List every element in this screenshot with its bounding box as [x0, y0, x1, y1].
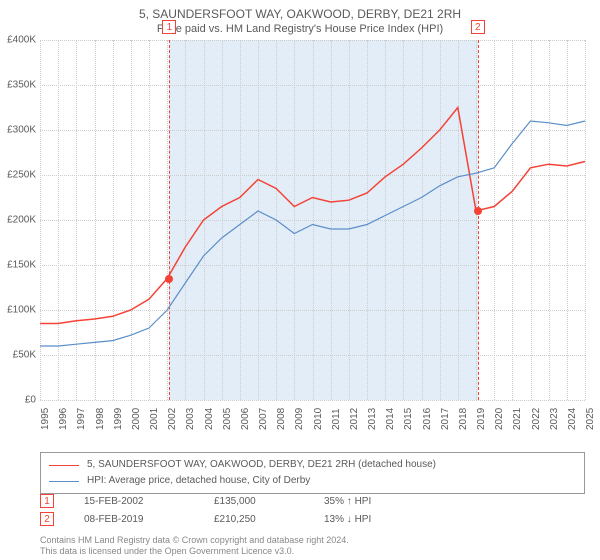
y-tick-label: £0 [0, 395, 36, 406]
event-marker-box: 2 [471, 20, 485, 34]
series-svg [40, 40, 585, 400]
footer-attribution: Contains HM Land Registry data © Crown c… [40, 535, 349, 558]
event-marker-2: 2 [40, 512, 54, 526]
y-tick-label: £100K [0, 305, 36, 316]
y-tick-label: £250K [0, 170, 36, 181]
chart-title: 5, SAUNDERSFOOT WAY, OAKWOOD, DERBY, DE2… [0, 0, 600, 23]
event-row: 2 08-FEB-2019 £210,250 13% ↓ HPI [40, 510, 585, 528]
event-marker-box: 1 [162, 20, 176, 34]
footer-line1: Contains HM Land Registry data © Crown c… [40, 535, 349, 545]
plot-region: £0£50K£100K£150K£200K£250K£300K£350K£400… [40, 40, 585, 400]
y-tick-label: £400K [0, 35, 36, 46]
legend-item-subject: 5, SAUNDERSFOOT WAY, OAKWOOD, DERBY, DE2… [49, 457, 576, 473]
y-tick-label: £350K [0, 80, 36, 91]
event-delta: 35% ↑ HPI [324, 496, 424, 507]
series-line-subject [40, 108, 585, 324]
legend-label-hpi: HPI: Average price, detached house, City… [87, 473, 310, 489]
event-date: 15-FEB-2002 [84, 496, 184, 507]
event-date: 08-FEB-2019 [84, 514, 184, 525]
legend-swatch-subject [49, 465, 79, 466]
y-tick-label: £300K [0, 125, 36, 136]
event-row: 1 15-FEB-2002 £135,000 35% ↑ HPI [40, 492, 585, 510]
chart-subtitle: Price paid vs. HM Land Registry's House … [0, 23, 600, 35]
y-tick-label: £50K [0, 350, 36, 361]
legend: 5, SAUNDERSFOOT WAY, OAKWOOD, DERBY, DE2… [40, 452, 585, 494]
legend-swatch-hpi [49, 481, 79, 482]
legend-label-subject: 5, SAUNDERSFOOT WAY, OAKWOOD, DERBY, DE2… [87, 457, 436, 473]
y-tick-label: £150K [0, 260, 36, 271]
event-price: £210,250 [214, 514, 294, 525]
gridline-v [585, 40, 586, 400]
chart-container: 5, SAUNDERSFOOT WAY, OAKWOOD, DERBY, DE2… [0, 0, 600, 560]
gridline-h [40, 400, 585, 401]
event-marker-1: 1 [40, 494, 54, 508]
chart-area: £0£50K£100K£150K£200K£250K£300K£350K£400… [40, 40, 585, 420]
event-delta: 13% ↓ HPI [324, 514, 424, 525]
series-line-hpi [40, 121, 585, 346]
footer-line2: This data is licensed under the Open Gov… [40, 546, 294, 556]
y-tick-label: £200K [0, 215, 36, 226]
event-price: £135,000 [214, 496, 294, 507]
events-table: 1 15-FEB-2002 £135,000 35% ↑ HPI 2 08-FE… [40, 492, 585, 528]
legend-item-hpi: HPI: Average price, detached house, City… [49, 473, 576, 489]
